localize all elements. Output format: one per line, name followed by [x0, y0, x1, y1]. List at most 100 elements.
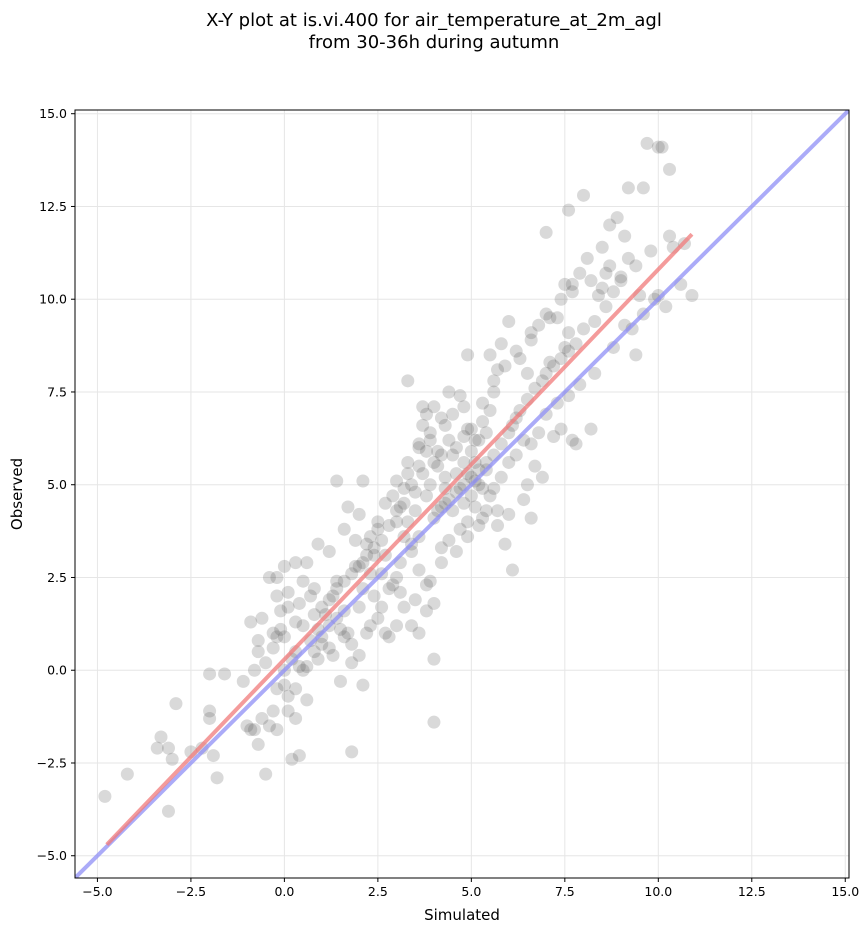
data-point: [419, 407, 433, 421]
x-tick-label: 15.0: [831, 884, 859, 899]
data-point: [554, 292, 568, 306]
data-point: [603, 218, 617, 232]
data-point: [502, 314, 516, 328]
data-point: [442, 433, 456, 447]
data-point: [401, 374, 415, 388]
data-point: [345, 637, 359, 651]
data-point: [262, 570, 276, 584]
data-point: [438, 470, 452, 484]
data-point: [206, 749, 220, 763]
data-point: [431, 459, 445, 473]
data-point: [244, 615, 258, 629]
data-point: [203, 711, 217, 725]
data-point: [382, 630, 396, 644]
data-point: [356, 556, 370, 570]
data-point: [356, 474, 370, 488]
y-tick-label: 12.5: [39, 199, 67, 214]
data-point: [266, 626, 280, 640]
data-point: [468, 500, 482, 514]
data-point: [307, 645, 321, 659]
data-point: [333, 674, 347, 688]
data-point: [614, 274, 628, 288]
data-point: [289, 615, 303, 629]
identity-line: [75, 110, 849, 878]
data-point: [330, 582, 344, 596]
data-point: [539, 307, 553, 321]
data-point: [457, 455, 471, 469]
data-point: [565, 285, 579, 299]
data-point: [382, 582, 396, 596]
data-point: [367, 589, 381, 603]
data-point: [300, 660, 314, 674]
data-point: [341, 626, 355, 640]
data-point: [562, 203, 576, 217]
data-point: [453, 389, 467, 403]
data-point: [453, 522, 467, 536]
data-point: [573, 266, 587, 280]
data-point: [401, 455, 415, 469]
data-point: [569, 337, 583, 351]
data-point: [498, 537, 512, 551]
data-point: [562, 344, 576, 358]
data-point: [610, 211, 624, 225]
data-point: [266, 704, 280, 718]
data-point: [491, 519, 505, 533]
data-point: [483, 489, 497, 503]
data-point: [345, 567, 359, 581]
data-point: [218, 667, 232, 681]
data-point: [296, 663, 310, 677]
data-point: [360, 537, 374, 551]
reference-lines: [75, 110, 849, 878]
data-point: [491, 363, 505, 377]
data-point: [483, 348, 497, 362]
data-point: [386, 489, 400, 503]
data-point: [375, 600, 389, 614]
data-point: [479, 426, 493, 440]
data-point: [289, 682, 303, 696]
data-point: [621, 181, 635, 195]
data-point: [352, 507, 366, 521]
grid: [75, 110, 849, 878]
data-point: [356, 678, 370, 692]
data-point: [558, 277, 572, 291]
data-point: [513, 352, 527, 366]
data-point: [659, 300, 673, 314]
data-point: [277, 559, 291, 573]
data-point: [419, 444, 433, 458]
data-point: [363, 530, 377, 544]
data-point: [419, 489, 433, 503]
y-tick-label: 10.0: [39, 292, 67, 307]
data-point: [360, 626, 374, 640]
data-point: [292, 749, 306, 763]
data-point: [161, 804, 175, 818]
data-point: [457, 496, 471, 510]
data-point: [427, 400, 441, 414]
data-point: [382, 519, 396, 533]
data-point: [386, 578, 400, 592]
data-point: [274, 604, 288, 618]
x-tick-label: 7.5: [555, 884, 575, 899]
data-point: [461, 348, 475, 362]
data-point: [270, 723, 284, 737]
data-point: [416, 467, 430, 481]
data-point: [621, 251, 635, 265]
data-point: [251, 634, 265, 648]
data-point: [98, 789, 112, 803]
data-point: [390, 619, 404, 633]
data-point: [270, 630, 284, 644]
data-point: [434, 541, 448, 555]
data-point: [408, 485, 422, 499]
data-point: [281, 600, 295, 614]
data-point: [251, 645, 265, 659]
x-tick-label: 2.5: [368, 884, 388, 899]
data-point: [476, 396, 490, 410]
data-point: [606, 285, 620, 299]
data-point: [423, 433, 437, 447]
data-point: [464, 444, 478, 458]
y-tick-label: 5.0: [47, 477, 67, 492]
data-point: [416, 418, 430, 432]
data-point: [375, 533, 389, 547]
data-point: [352, 600, 366, 614]
data-point: [476, 415, 490, 429]
data-point: [434, 448, 448, 462]
